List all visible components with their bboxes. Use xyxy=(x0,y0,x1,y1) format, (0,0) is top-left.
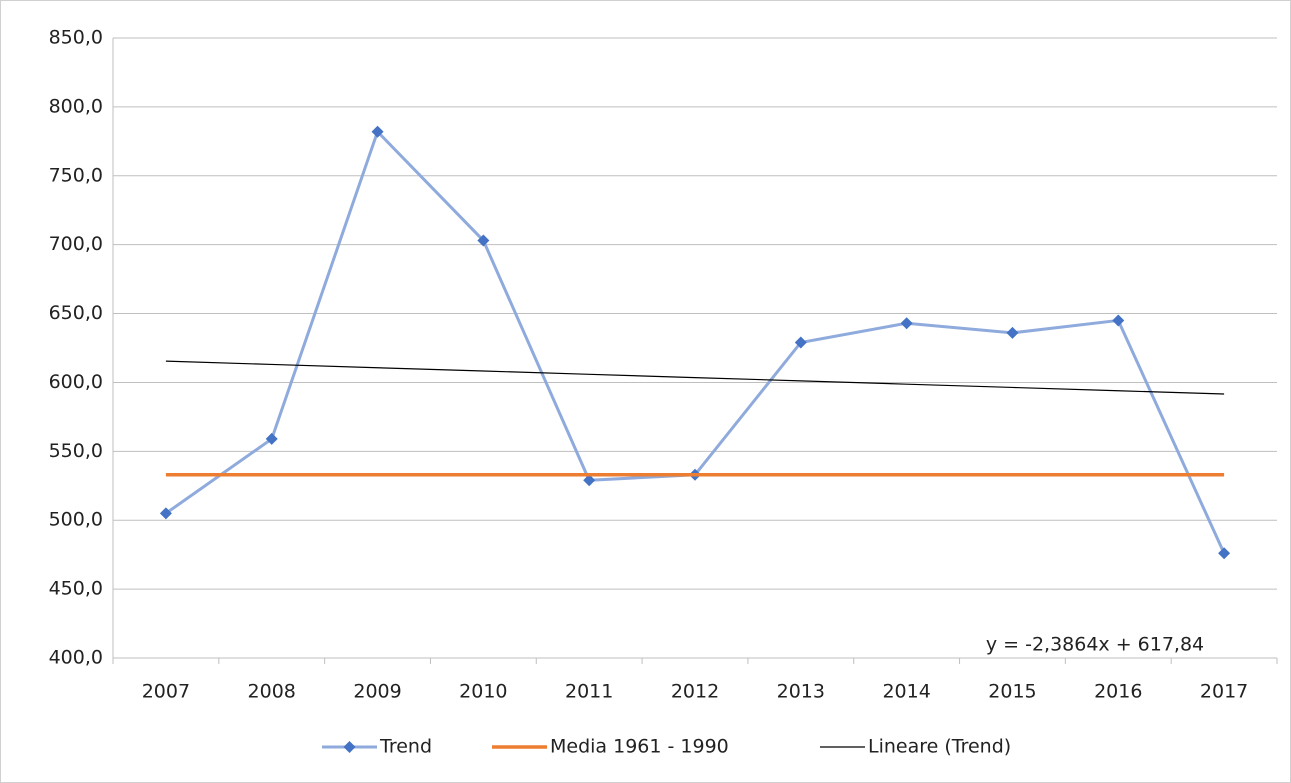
data-marker xyxy=(583,474,596,487)
legend-marker xyxy=(343,741,356,753)
y-tick-label: 450,0 xyxy=(49,578,103,600)
y-tick-label: 600,0 xyxy=(49,371,103,393)
x-tick-label: 2012 xyxy=(671,681,719,703)
data-marker xyxy=(371,125,384,138)
y-tick-label: 650,0 xyxy=(49,302,103,324)
y-tick-label: 550,0 xyxy=(49,440,103,462)
data-marker xyxy=(265,432,278,445)
data-marker xyxy=(1112,314,1125,327)
x-tick-label: 2010 xyxy=(459,681,507,703)
x-tick-label: 2011 xyxy=(565,681,613,703)
data-marker xyxy=(900,317,913,330)
y-tick-label: 750,0 xyxy=(49,164,103,186)
data-marker xyxy=(794,336,807,349)
trend-equation: y = -2,3864x + 617,84 xyxy=(986,634,1204,656)
legend-label: Trend xyxy=(379,736,432,758)
x-tick-label: 2009 xyxy=(353,681,401,703)
legend-label: Media 1961 - 1990 xyxy=(550,736,729,758)
data-marker xyxy=(159,507,172,520)
y-tick-label: 400,0 xyxy=(49,647,103,669)
x-tick-label: 2017 xyxy=(1200,681,1248,703)
x-tick-label: 2008 xyxy=(248,681,296,703)
x-tick-label: 2014 xyxy=(882,681,930,703)
x-tick-label: 2013 xyxy=(777,681,825,703)
data-marker xyxy=(1218,547,1231,560)
y-tick-label: 700,0 xyxy=(49,233,103,255)
x-tick-label: 2007 xyxy=(142,681,190,703)
x-tick-label: 2016 xyxy=(1094,681,1142,703)
series-line xyxy=(165,360,1225,395)
data-marker xyxy=(477,234,490,247)
legend-label: Lineare (Trend) xyxy=(868,736,1011,758)
data-marker xyxy=(1006,326,1019,339)
y-tick-label: 850,0 xyxy=(49,27,103,49)
y-tick-label: 500,0 xyxy=(49,509,103,531)
x-tick-label: 2015 xyxy=(988,681,1036,703)
y-tick-label: 800,0 xyxy=(49,95,103,117)
